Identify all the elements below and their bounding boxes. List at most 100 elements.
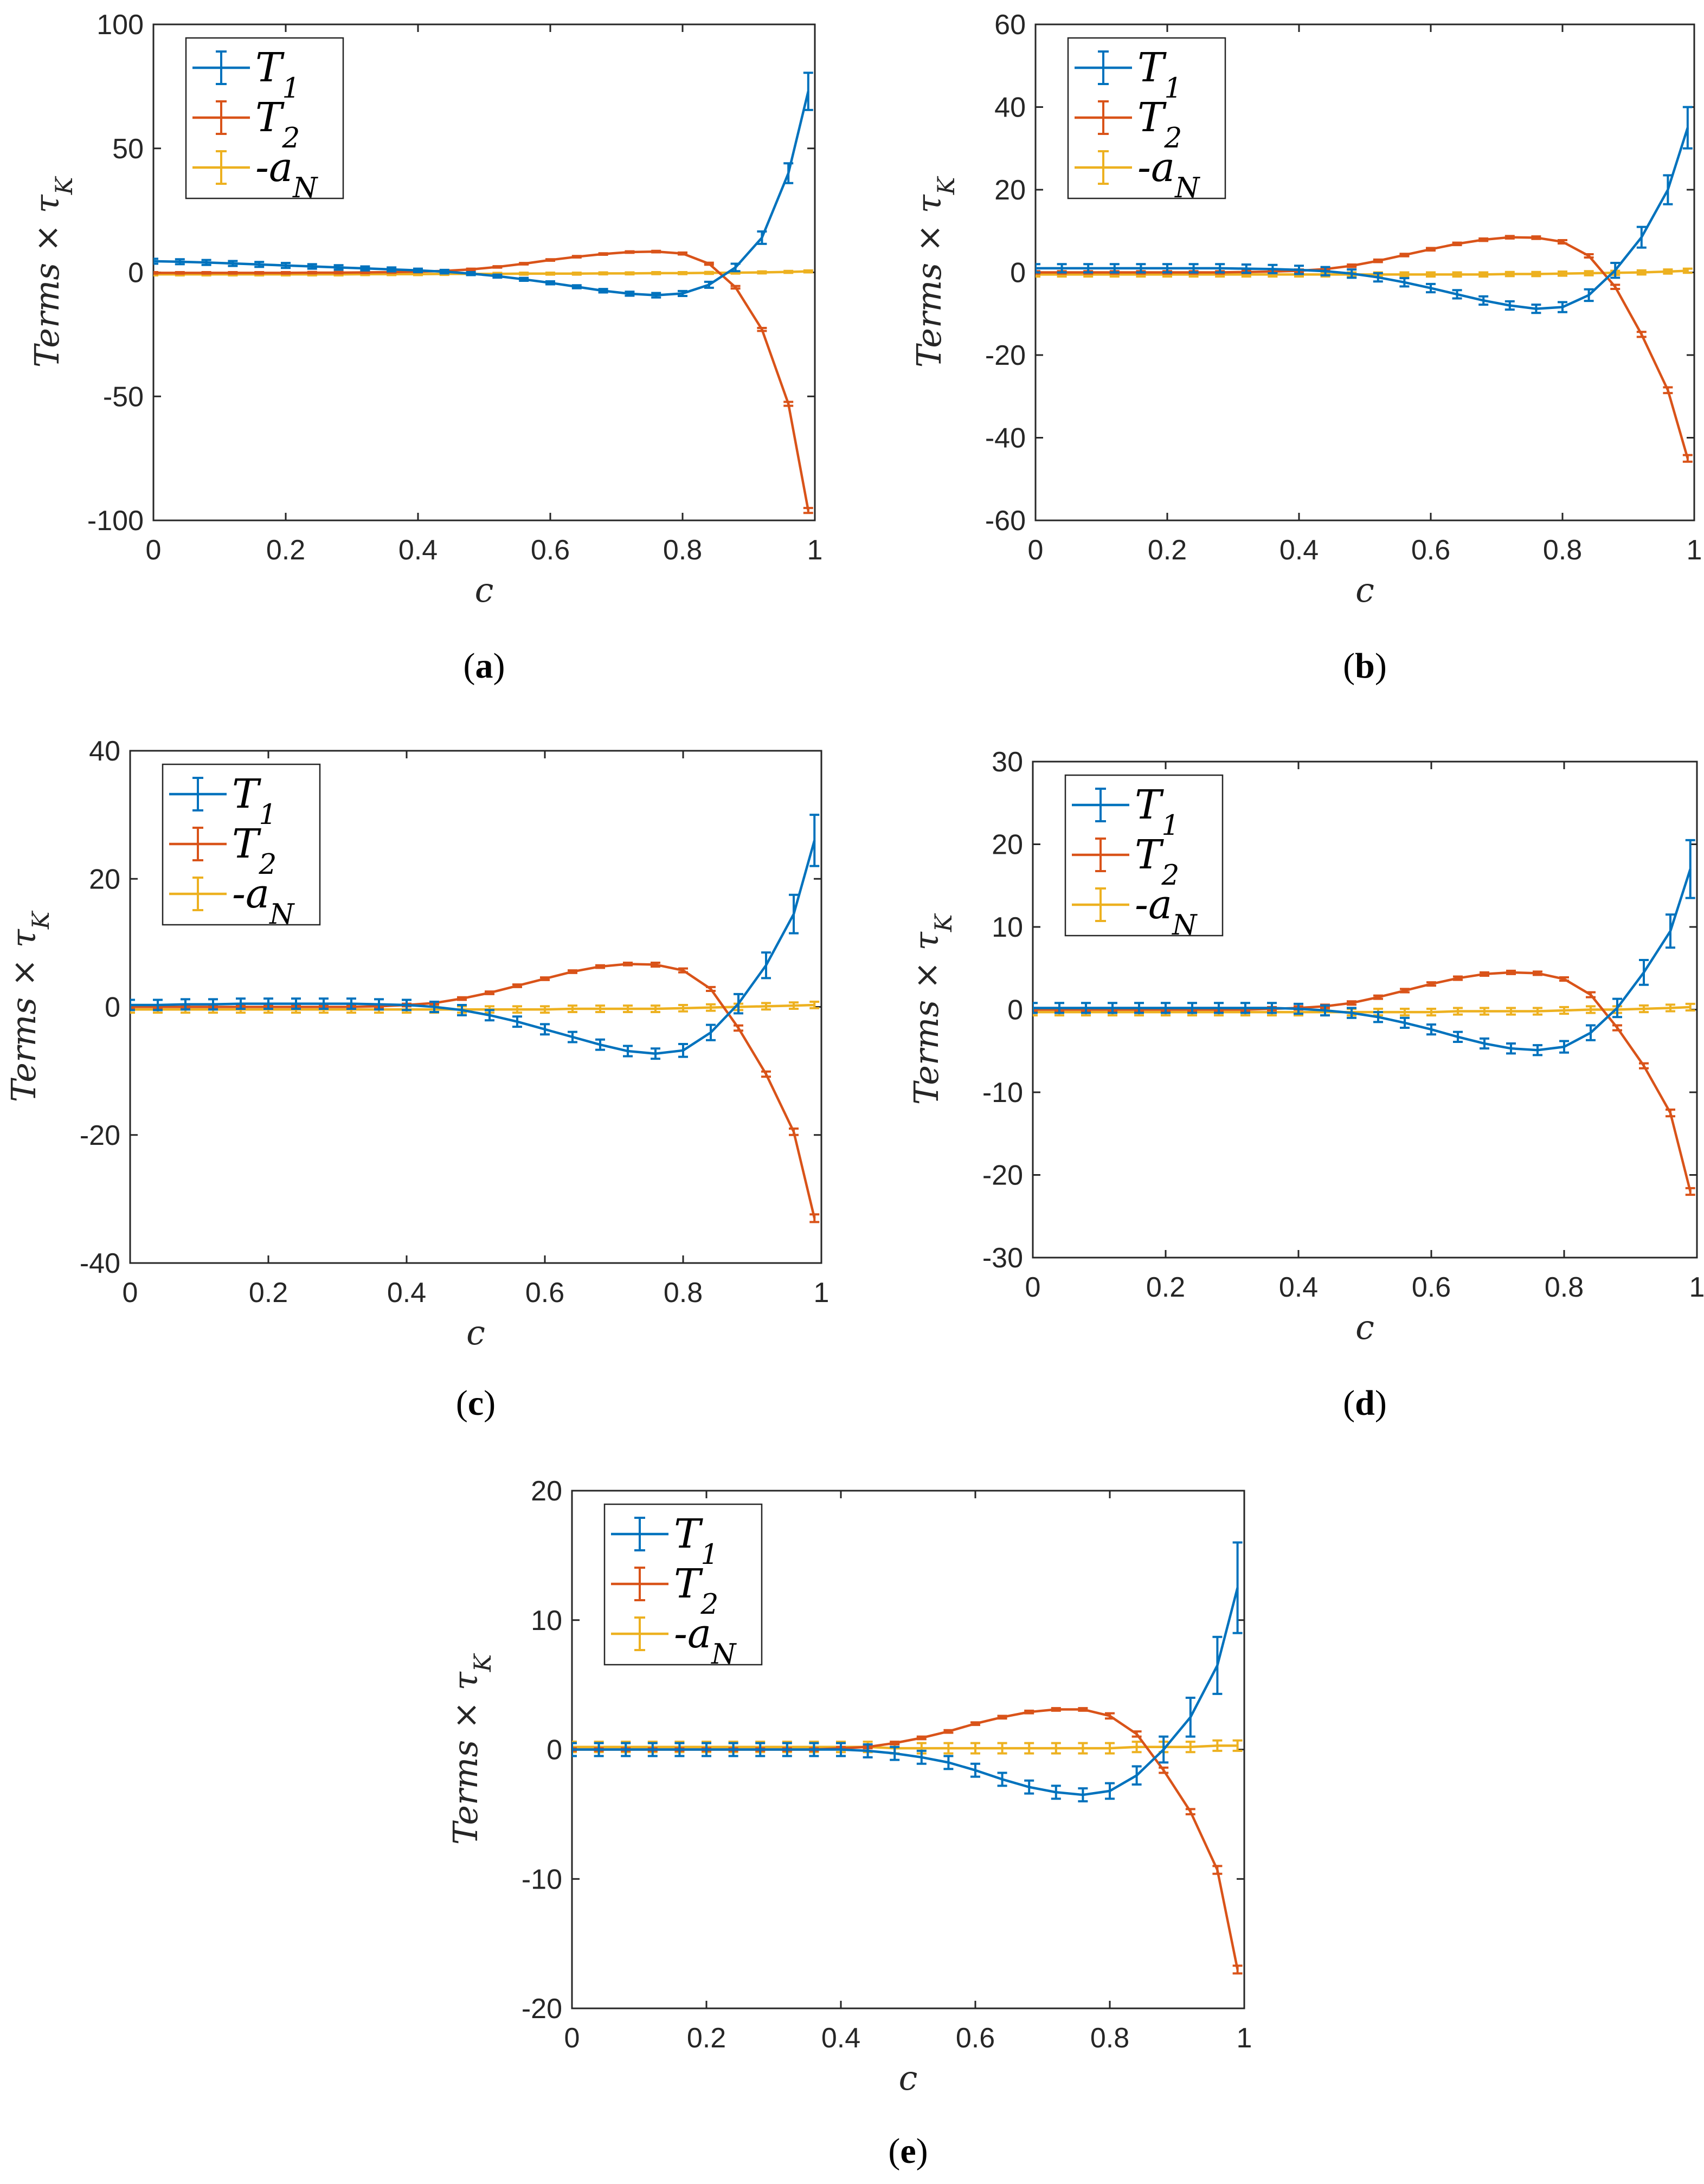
x-tick-label: 0.4 <box>1279 1272 1318 1303</box>
x-tick-label: 0.4 <box>398 534 438 566</box>
series-line-T1 <box>1033 868 1692 1052</box>
legend-entry-T1: T1 <box>255 44 300 105</box>
x-tick-label: 0 <box>146 534 162 566</box>
legend-entry-T1: T1 <box>232 771 277 831</box>
x-tick-label: 0 <box>564 2022 580 2054</box>
y-tick-label: 0 <box>105 992 120 1023</box>
series-line-T1 <box>572 1587 1239 1796</box>
y-tick-label: 50 <box>112 133 144 165</box>
legend-entry-T1: T1 <box>1135 782 1179 842</box>
series-T1 <box>1036 106 1693 314</box>
x-tick-label: 0.6 <box>956 2022 995 2054</box>
legend-entry--aN: -aN <box>674 1610 737 1671</box>
x-tick-label: 0.2 <box>1148 534 1187 566</box>
panel-b: 0 0.2 0.4 0.6 0.8 1 -60 -40 -20 0 20 40 60 c Terms × τ… <box>909 9 1702 610</box>
plot-series <box>153 72 813 514</box>
panel-a: 0 0.2 0.4 0.6 0.8 1 -100 -50 0 50 100 c Terms × τK T1… <box>27 9 822 610</box>
y-tick-label: 40 <box>89 736 120 767</box>
x-tick-label: 0.4 <box>821 2022 860 2054</box>
panel-d: 0 0.2 0.4 0.6 0.8 1 -30 -20 -10 0 10 20 30 c Terms × τ… <box>906 746 1704 1347</box>
legend-entry--aN: -aN <box>1135 881 1198 942</box>
x-tick-label: 0.2 <box>266 534 305 566</box>
x-axis-label: c <box>1355 1307 1374 1347</box>
legend-entry--aN: -aN <box>232 871 295 931</box>
y-tick-label: -60 <box>985 505 1026 537</box>
y-tick-label: 0 <box>1010 257 1026 289</box>
x-tick-label: 0 <box>1025 1272 1041 1303</box>
panel-label: (a) <box>464 646 505 686</box>
y-axis-label: Terms × τK <box>4 910 55 1102</box>
panel-label: (d) <box>1343 1383 1387 1423</box>
y-tick-label: 40 <box>994 92 1026 124</box>
y-tick-label: -30 <box>982 1242 1023 1274</box>
y-tick-label: -100 <box>87 505 144 537</box>
legend-entry--aN: -aN <box>1137 144 1200 204</box>
y-tick-label: 10 <box>992 912 1023 943</box>
series-line-T1 <box>130 840 816 1055</box>
x-tick-label: 1 <box>1689 1272 1704 1303</box>
y-tick-label: -20 <box>80 1120 120 1151</box>
x-tick-label: 0.2 <box>249 1277 288 1309</box>
panel-label: (b) <box>1343 646 1387 686</box>
y-tick-label: 20 <box>994 175 1026 206</box>
y-axis-label-group: Terms × τK <box>446 1653 497 1845</box>
x-tick-label: 1 <box>1237 2022 1252 2054</box>
panel-c: 0 0.2 0.4 0.6 0.8 1 -40 -20 0 20 40 c Terms × τK T1T2… <box>4 736 829 1352</box>
x-axis-label: c <box>475 570 494 610</box>
series-T1 <box>130 814 820 1060</box>
x-tick-label: 0.6 <box>1411 534 1450 566</box>
x-axis-label: c <box>1355 570 1374 610</box>
series-T1 <box>1033 839 1695 1056</box>
x-tick-label: 0.6 <box>1412 1272 1451 1303</box>
x-tick-label: 0.8 <box>1090 2022 1129 2054</box>
y-axis-label: Terms × τK <box>446 1653 497 1845</box>
y-axis-label-group: Terms × τK <box>4 910 55 1102</box>
x-tick-label: 0.8 <box>664 1277 703 1309</box>
y-axis-label-group: Terms × τK <box>906 913 957 1105</box>
panel-label: (e) <box>888 2131 928 2171</box>
y-tick-label: -20 <box>522 1993 562 2025</box>
legend-entry-T1: T1 <box>1137 44 1182 105</box>
series-T1 <box>572 1541 1243 1802</box>
y-axis-label: Terms × τK <box>906 913 957 1105</box>
y-tick-label: 30 <box>992 746 1023 778</box>
legend-entry-T2: T2 <box>232 821 277 881</box>
legend-entry-T2: T2 <box>1135 832 1179 892</box>
y-tick-label: 20 <box>531 1476 562 1507</box>
x-tick-label: 0.6 <box>531 534 570 566</box>
x-tick-label: 0.8 <box>1545 1272 1584 1303</box>
x-tick-label: 0.8 <box>1543 534 1582 566</box>
x-tick-label: 0 <box>123 1277 138 1309</box>
panel-label: (c) <box>456 1383 496 1423</box>
x-tick-label: 0.2 <box>687 2022 726 2054</box>
plot-series <box>572 1541 1243 1975</box>
plot-series <box>1036 106 1693 463</box>
series-line-T1 <box>1036 127 1689 310</box>
series-line-T1 <box>153 91 809 297</box>
x-tick-label: 1 <box>1687 534 1702 566</box>
y-tick-label: -40 <box>80 1248 120 1279</box>
x-tick-label: 1 <box>814 1277 830 1309</box>
series-T2 <box>153 249 813 514</box>
y-tick-label: 20 <box>992 829 1023 861</box>
legend-entry-T1: T1 <box>674 1511 718 1571</box>
y-tick-label: -20 <box>985 340 1026 371</box>
y-tick-label: -10 <box>522 1864 562 1895</box>
series-line--aN <box>572 1744 1238 1750</box>
x-tick-label: 0.2 <box>1146 1272 1185 1303</box>
y-tick-label: 20 <box>89 864 120 895</box>
x-tick-label: 0.4 <box>387 1277 426 1309</box>
y-tick-label: 0 <box>1007 995 1023 1026</box>
legend-entry-T2: T2 <box>1137 94 1182 154</box>
x-tick-label: 0.8 <box>663 534 702 566</box>
y-tick-label: 10 <box>531 1605 562 1637</box>
plot-series <box>130 814 820 1223</box>
y-axis-label: Terms × τK <box>909 176 960 368</box>
panel-e: 0 0.2 0.4 0.6 0.8 1 -20 -10 0 10 20 c Terms × τK T1T2… <box>446 1476 1252 2098</box>
legend-entry-T2: T2 <box>255 94 300 154</box>
x-tick-label: 0 <box>1028 534 1044 566</box>
legend-entry--aN: -aN <box>255 144 318 204</box>
